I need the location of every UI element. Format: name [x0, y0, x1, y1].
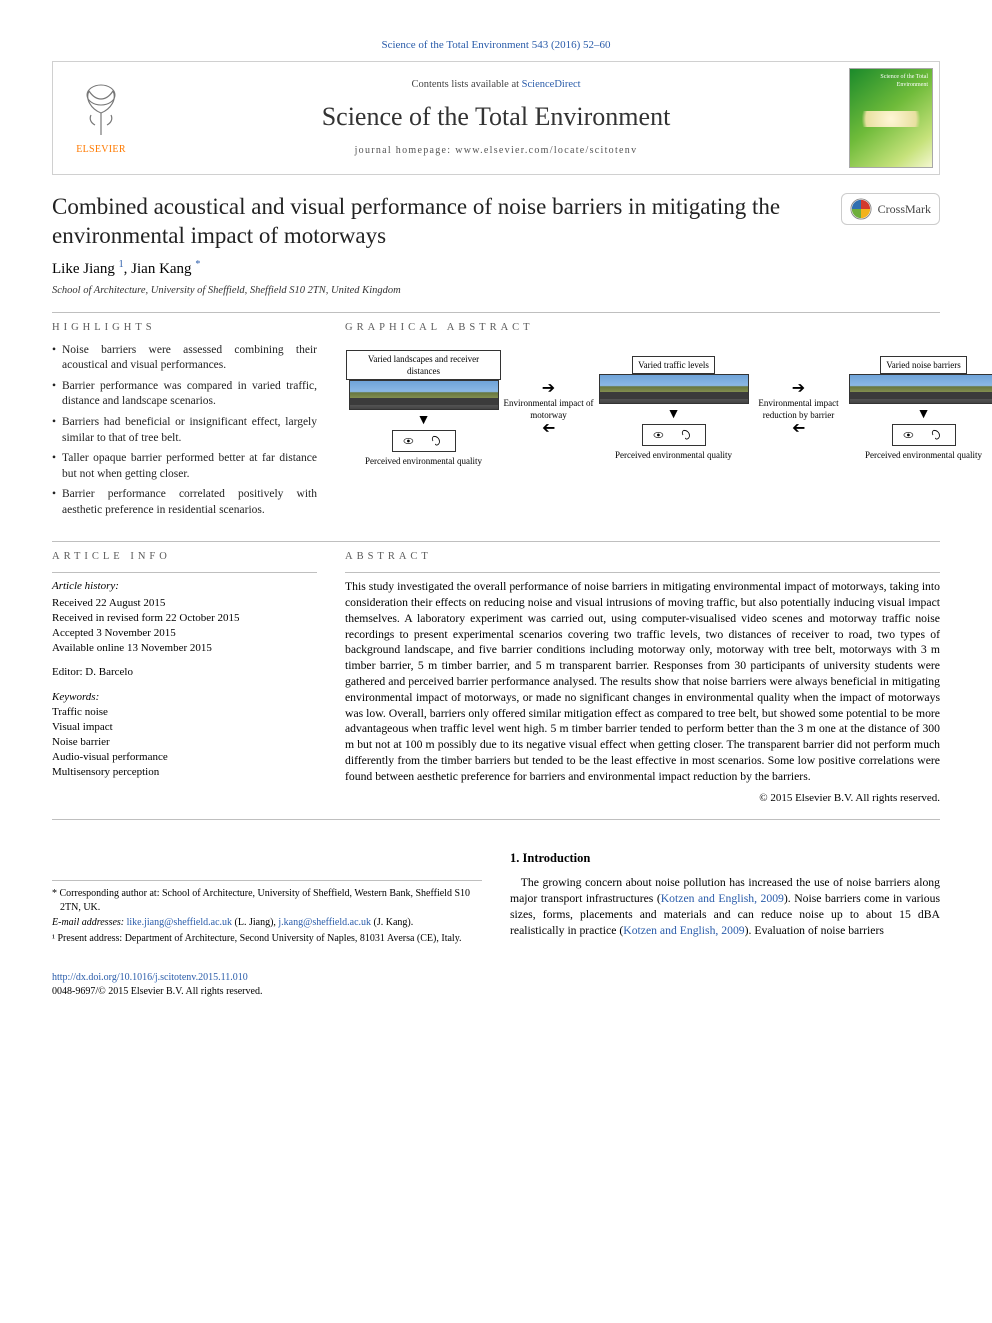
elsevier-tree-icon	[71, 79, 131, 139]
highlight-item: Barrier performance was compared in vari…	[52, 379, 317, 410]
arrow-left-icon: ➔	[542, 421, 555, 437]
arrow-down-icon: ▼	[667, 408, 681, 422]
keyword: Noise barrier	[52, 735, 317, 750]
highlight-item: Barriers had beneficial or insignificant…	[52, 415, 317, 446]
highlights-heading: HIGHLIGHTS	[52, 321, 317, 335]
arrow-down-icon: ▼	[917, 408, 931, 422]
arrow-right-icon: ➔	[792, 381, 805, 397]
contents-list-line: Contents lists available at ScienceDirec…	[159, 78, 833, 92]
history-line: Accepted 3 November 2015	[52, 626, 317, 641]
doi-link[interactable]: http://dx.doi.org/10.1016/j.scitotenv.20…	[52, 972, 248, 983]
crossmark-icon	[850, 198, 872, 220]
keywords-heading: Keywords:	[52, 690, 317, 705]
highlights-list: Noise barriers were assessed combining t…	[52, 343, 317, 518]
running-head-citation: Science of the Total Environment 543 (20…	[52, 38, 940, 53]
page-footer: http://dx.doi.org/10.1016/j.scitotenv.20…	[52, 971, 940, 998]
email-pre: E-mail addresses:	[52, 917, 127, 928]
crossmark-button[interactable]: CrossMark	[841, 193, 940, 225]
intro-cite-2[interactable]: Kotzen and English, 2009	[623, 924, 744, 937]
divider	[52, 819, 940, 820]
graphical-abstract-heading: GRAPHICAL ABSTRACT	[345, 321, 992, 335]
ga-scene-image	[849, 374, 992, 404]
ga-top-label: Varied traffic levels	[632, 356, 715, 374]
divider	[52, 572, 317, 573]
ga-bottom-label: Perceived environmental quality	[365, 455, 482, 467]
intro-paragraph: The growing concern about noise pollutio…	[510, 875, 940, 938]
keyword: Traffic noise	[52, 705, 317, 720]
intro-cite-1[interactable]: Kotzen and English, 2009	[661, 892, 784, 905]
citation-link[interactable]: Science of the Total Environment 543 (20…	[381, 39, 610, 51]
history-line: Available online 13 November 2015	[52, 641, 317, 656]
highlight-item: Barrier performance correlated positivel…	[52, 487, 317, 518]
keyword: Audio-visual performance	[52, 750, 317, 765]
divider	[345, 572, 940, 573]
email-link-2[interactable]: j.kang@sheffield.ac.uk	[278, 917, 371, 928]
publisher-mark: ELSEVIER	[53, 69, 149, 167]
homepage-pre: journal homepage:	[355, 145, 456, 156]
highlight-item: Taller opaque barrier performed better a…	[52, 451, 317, 482]
journal-homepage: journal homepage: www.elsevier.com/locat…	[159, 144, 833, 158]
email-who-2: (J. Kang).	[371, 917, 413, 928]
highlight-item: Noise barriers were assessed combining t…	[52, 343, 317, 374]
editor-line: Editor: D. Barcelo	[52, 665, 317, 680]
issn-line: 0048-9697/© 2015 Elsevier B.V. All right…	[52, 986, 262, 997]
ga-between-label: Environmental impact of motorway	[501, 397, 596, 421]
email-link-1[interactable]: like.jiang@sheffield.ac.uk	[127, 917, 232, 928]
keyword: Visual impact	[52, 720, 317, 735]
ga-between-arrow: ➔ Environmental impact reduction by barr…	[751, 381, 846, 437]
arrow-right-icon: ➔	[542, 381, 555, 397]
journal-title: Science of the Total Environment	[159, 99, 833, 134]
ga-sense-icons	[892, 424, 956, 446]
contents-list-pre: Contents lists available at	[411, 79, 521, 90]
abstract-heading: ABSTRACT	[345, 550, 940, 564]
intro-post: ). Evaluation of noise barriers	[745, 924, 884, 937]
present-address-note: ¹ Present address: Department of Archite…	[52, 932, 482, 946]
keyword: Multisensory perception	[52, 765, 317, 780]
ga-scene-image	[349, 380, 499, 410]
ga-top-label: Varied landscapes and receiver distances	[346, 350, 501, 380]
ga-node: Varied landscapes and receiver distances…	[346, 350, 501, 467]
email-line: E-mail addresses: like.jiang@sheffield.a…	[52, 916, 482, 930]
ga-bottom-label: Perceived environmental quality	[865, 449, 982, 461]
intro-heading: 1. Introduction	[510, 850, 940, 867]
journal-cover-thumb: Science of the Total Environment	[849, 68, 933, 168]
ga-between-label: Environmental impact reduction by barrie…	[751, 397, 846, 421]
ga-sense-icons	[642, 424, 706, 446]
affiliation: School of Architecture, University of Sh…	[52, 284, 940, 298]
abstract-text: This study investigated the overall perf…	[345, 579, 940, 784]
ga-top-label: Varied noise barriers	[880, 356, 966, 374]
author-2-sup[interactable]: *	[195, 259, 200, 270]
publisher-name: ELSEVIER	[76, 143, 126, 157]
crossmark-label: CrossMark	[878, 201, 931, 217]
ga-between-arrow: ➔ Environmental impact of motorway ➔	[501, 381, 596, 437]
author-2[interactable]: Jian Kang	[131, 261, 191, 277]
history-heading: Article history:	[52, 579, 317, 594]
homepage-url[interactable]: www.elsevier.com/locate/scitotenv	[455, 145, 637, 156]
journal-header: ELSEVIER Contents lists available at Sci…	[52, 61, 940, 175]
author-line: Like Jiang 1, Jian Kang *	[52, 258, 940, 279]
author-1-sup[interactable]: 1	[119, 259, 124, 270]
sciencedirect-link[interactable]: ScienceDirect	[522, 79, 581, 90]
ga-node: Varied traffic levels ▼ Perceived enviro…	[596, 356, 751, 461]
ga-bottom-label: Perceived environmental quality	[615, 449, 732, 461]
history-line: Received 22 August 2015	[52, 596, 317, 611]
article-info-heading: ARTICLE INFO	[52, 550, 317, 564]
ga-sense-icons	[392, 430, 456, 452]
divider	[52, 541, 940, 542]
email-who-1: (L. Jiang),	[232, 917, 278, 928]
ga-node: Varied noise barriers ▼ Perceived enviro…	[846, 356, 992, 461]
cover-caption: Science of the Total Environment	[850, 73, 928, 89]
divider	[52, 312, 940, 313]
arrow-down-icon: ▼	[417, 414, 431, 428]
footnotes: * Corresponding author at: School of Arc…	[52, 880, 482, 945]
author-1[interactable]: Like Jiang	[52, 261, 115, 277]
graphical-abstract-figure: Varied landscapes and receiver distances…	[345, 343, 992, 474]
ga-scene-image	[599, 374, 749, 404]
corresponding-author-note: * Corresponding author at: School of Arc…	[52, 887, 482, 914]
article-info-block: Article history: Received 22 August 2015…	[52, 579, 317, 779]
article-title: Combined acoustical and visual performan…	[52, 193, 792, 251]
arrow-left-icon: ➔	[792, 421, 805, 437]
history-line: Received in revised form 22 October 2015	[52, 611, 317, 626]
abstract-copyright: © 2015 Elsevier B.V. All rights reserved…	[345, 791, 940, 806]
